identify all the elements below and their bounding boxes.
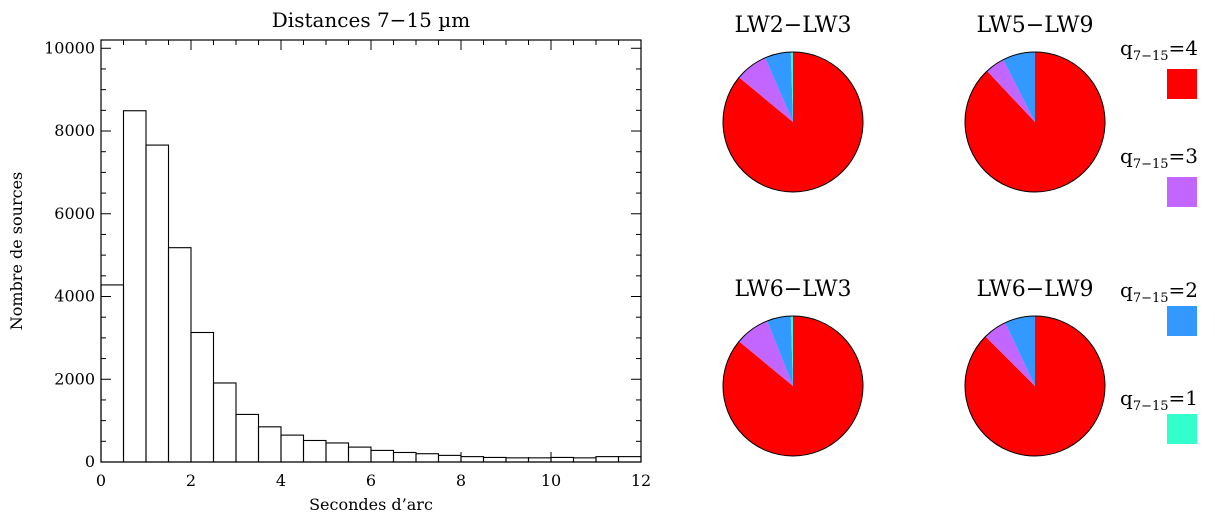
x-axis-label: Secondes d’arc <box>309 495 433 514</box>
legend-label-prefix: q <box>1120 144 1133 168</box>
histogram-bar <box>415 453 440 463</box>
pie-slice-q3 <box>739 320 793 386</box>
legend-swatch <box>1167 414 1197 444</box>
histogram-bar <box>617 456 642 463</box>
histogram-title: Distances 7−15 µm <box>272 8 470 32</box>
y-tick-label: 8000 <box>54 121 95 140</box>
pie-chart: LW5−LW9 <box>964 13 1106 193</box>
x-tick-label: 12 <box>631 471 651 490</box>
x-tick-label: 10 <box>541 471 561 490</box>
y-tick-label: 0 <box>85 452 95 471</box>
histogram-bar <box>235 413 260 463</box>
pie-slice-q2 <box>767 316 793 386</box>
legend-label-subscript: 7−15 <box>1132 291 1169 306</box>
legend-label-prefix: q <box>1120 36 1133 60</box>
y-tick-label: 10000 <box>44 38 95 57</box>
legend-label-suffix: =4 <box>1168 36 1199 60</box>
legend-label: q7−15=4 <box>1120 36 1198 64</box>
legend-label-subscript: 7−15 <box>1132 399 1169 414</box>
histogram: 0 2 4 6 8 10 12 0 2000 4000 6000 8000 10000 Distances… <box>7 8 651 514</box>
y-axis-label: Nombre de sources <box>7 172 26 330</box>
pie-slice-q1 <box>790 316 793 386</box>
histogram-bar <box>302 439 327 463</box>
x-tick-label: 0 <box>96 471 106 490</box>
legend-swatch <box>1167 306 1197 336</box>
histogram-bar <box>505 457 530 463</box>
histogram-bar <box>145 144 170 463</box>
pie-slice-q1 <box>790 52 793 122</box>
pie-outline <box>722 51 864 193</box>
histogram-bar <box>572 457 597 463</box>
legend-label-prefix: q <box>1120 386 1133 410</box>
pie-title: LW6−LW9 <box>976 277 1093 302</box>
pie-slice-q2 <box>765 52 793 122</box>
histogram-bar <box>167 247 192 463</box>
histogram-bar <box>280 434 305 463</box>
legend-label: q7−15=1 <box>1120 386 1198 414</box>
legend-label-subscript: 7−15 <box>1132 49 1169 64</box>
pie-slice-q3 <box>985 322 1035 386</box>
x-tick-label: 6 <box>366 471 376 490</box>
histogram-bar <box>190 331 215 463</box>
histogram-bar <box>392 451 417 463</box>
histogram-bar <box>100 284 125 463</box>
y-tick-label: 2000 <box>54 369 95 388</box>
pie-title: LW5−LW9 <box>976 13 1093 38</box>
histogram-bar <box>370 449 395 463</box>
histogram-bar <box>347 446 372 463</box>
histogram-bar <box>437 454 462 463</box>
y-tick-label: 6000 <box>54 204 95 223</box>
pie-outline <box>964 315 1106 457</box>
pie-slice-q2 <box>1003 52 1035 122</box>
legend-label-suffix: =3 <box>1168 144 1199 168</box>
pie-charts: LW2−LW3 LW5−LW9 LW6−LW3 LW6−LW9 <box>722 13 1106 457</box>
pie-chart: LW6−LW9 <box>964 277 1106 457</box>
pie-slice-q4 <box>723 52 864 193</box>
y-tick-label: 4000 <box>54 287 95 306</box>
histogram-bar <box>212 382 237 463</box>
histogram-bar <box>257 426 282 463</box>
legend-label-suffix: =2 <box>1168 278 1199 302</box>
pie-slice-q3 <box>987 59 1035 122</box>
pie-chart: LW6−LW3 <box>722 277 864 457</box>
pie-slice-q3 <box>739 57 793 123</box>
legend-label: q7−15=2 <box>1120 278 1198 306</box>
x-tick-label: 8 <box>456 471 466 490</box>
histogram-bar <box>595 456 620 463</box>
legend-label-prefix: q <box>1120 278 1133 302</box>
pie-chart: LW2−LW3 <box>722 13 864 193</box>
legend-label: q7−15=3 <box>1120 144 1198 172</box>
legend-label-subscript: 7−15 <box>1132 157 1169 172</box>
pie-slice-q2 <box>1005 316 1035 386</box>
pie-title: LW2−LW3 <box>734 13 851 38</box>
x-tick-label: 4 <box>276 471 286 490</box>
pie-outline <box>964 51 1106 193</box>
plot-frame <box>100 39 642 463</box>
histogram-bar <box>460 456 485 463</box>
legend-swatch <box>1167 69 1197 99</box>
histogram-bar <box>325 442 350 463</box>
histogram-bar <box>122 110 147 463</box>
legend-label-suffix: =1 <box>1168 386 1199 410</box>
legend-swatch <box>1167 177 1197 207</box>
pie-title: LW6−LW3 <box>734 277 851 302</box>
pie-outline <box>722 315 864 457</box>
histogram-bar <box>550 456 575 463</box>
x-tick-label: 2 <box>186 471 196 490</box>
histogram-bar <box>527 457 552 463</box>
histogram-bar <box>482 456 507 463</box>
